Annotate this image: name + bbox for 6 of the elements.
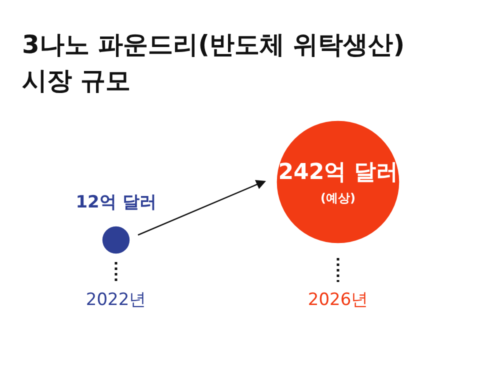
text: (예상): [320, 191, 356, 205]
category-label: 2026년: [308, 290, 368, 310]
data-label: 242억 달러: [278, 160, 398, 185]
data-label: 12억 달러: [76, 192, 156, 213]
text: 3나노 파운드리(반도체 위탁생산) 시장 규모: [22, 30, 405, 95]
category-label: 2022년: [86, 290, 146, 310]
